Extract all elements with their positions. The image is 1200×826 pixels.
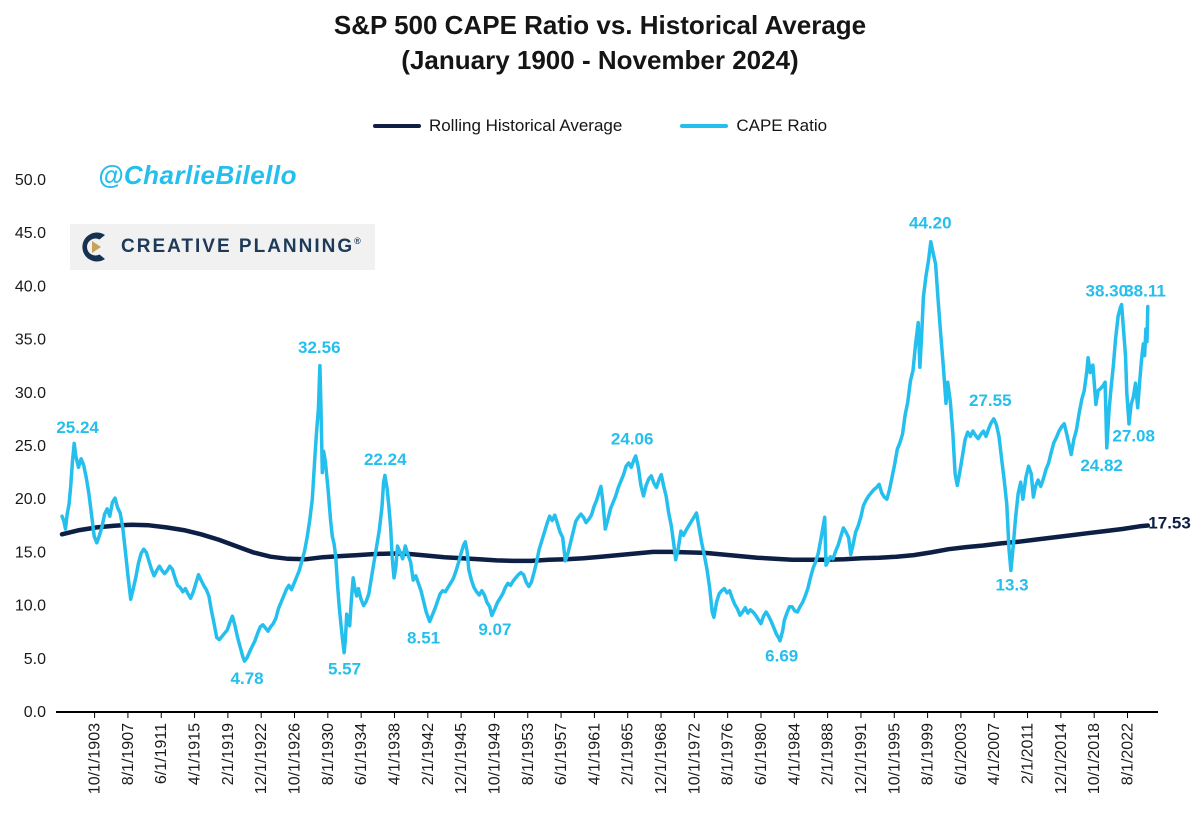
svg-text:6.69: 6.69 — [765, 647, 798, 666]
svg-text:30.0: 30.0 — [15, 385, 46, 402]
svg-text:9.07: 9.07 — [478, 620, 511, 639]
svg-text:27.08: 27.08 — [1112, 426, 1155, 445]
svg-text:50.0: 50.0 — [15, 172, 46, 189]
svg-text:45.0: 45.0 — [15, 225, 46, 242]
svg-text:8/1/1999: 8/1/1999 — [920, 723, 937, 785]
watermark-charliebilello: @CharlieBilello — [98, 160, 298, 190]
svg-text:4/1/2007: 4/1/2007 — [986, 723, 1003, 785]
creative-planning-logo-icon — [78, 230, 112, 264]
svg-text:6/1/1957: 6/1/1957 — [553, 723, 570, 785]
svg-text:6/1/2003: 6/1/2003 — [953, 723, 970, 785]
svg-text:10/1/1926: 10/1/1926 — [287, 723, 304, 794]
creative-planning-logo: CREATIVE PLANNING® — [70, 224, 375, 270]
svg-text:24.82: 24.82 — [1080, 456, 1123, 475]
svg-text:5.0: 5.0 — [24, 651, 46, 668]
svg-text:24.06: 24.06 — [611, 430, 654, 449]
svg-text:10/1/1949: 10/1/1949 — [486, 723, 503, 794]
svg-text:10/1/1903: 10/1/1903 — [87, 723, 104, 794]
svg-text:10/1/2018: 10/1/2018 — [1086, 723, 1103, 794]
svg-text:2/1/1988: 2/1/1988 — [820, 723, 837, 785]
svg-text:15.0: 15.0 — [15, 544, 46, 561]
svg-text:2/1/1942: 2/1/1942 — [420, 723, 437, 785]
svg-text:6/1/1934: 6/1/1934 — [353, 723, 370, 785]
svg-text:8/1/1976: 8/1/1976 — [720, 723, 737, 785]
svg-text:2/1/1919: 2/1/1919 — [220, 723, 237, 785]
svg-text:17.53: 17.53 — [1148, 514, 1191, 533]
svg-text:20.0: 20.0 — [15, 491, 46, 508]
svg-text:25.24: 25.24 — [56, 418, 99, 437]
svg-text:12/1/1968: 12/1/1968 — [653, 723, 670, 794]
svg-text:4/1/1938: 4/1/1938 — [386, 723, 403, 785]
svg-text:4/1/1915: 4/1/1915 — [187, 723, 204, 785]
svg-text:12/1/1922: 12/1/1922 — [253, 723, 270, 794]
svg-text:22.24: 22.24 — [364, 450, 407, 469]
svg-text:6/1/1980: 6/1/1980 — [753, 723, 770, 785]
svg-text:8/1/1953: 8/1/1953 — [520, 723, 537, 785]
svg-text:27.55: 27.55 — [969, 391, 1012, 410]
cape-ratio-line-swatch — [680, 124, 729, 128]
svg-text:38.30: 38.30 — [1086, 282, 1129, 301]
svg-text:4/1/1961: 4/1/1961 — [586, 723, 603, 785]
creative-planning-logo-text: CREATIVE PLANNING® — [121, 236, 363, 257]
svg-text:6/1/1911: 6/1/1911 — [153, 723, 170, 784]
svg-text:10.0: 10.0 — [15, 598, 46, 615]
svg-text:38.11: 38.11 — [1124, 282, 1166, 301]
svg-text:4/1/1984: 4/1/1984 — [786, 723, 803, 785]
chart-subtitle: (January 1900 - November 2024) — [401, 45, 799, 76]
svg-text:10/1/1972: 10/1/1972 — [686, 723, 703, 794]
chart-title-block: S&P 500 CAPE Ratio vs. Historical Averag… — [0, 8, 1200, 78]
svg-text:10/1/1995: 10/1/1995 — [886, 723, 903, 794]
svg-text:40.0: 40.0 — [15, 278, 46, 295]
svg-text:4.78: 4.78 — [231, 669, 264, 688]
svg-text:2/1/1965: 2/1/1965 — [620, 723, 637, 785]
svg-text:8/1/1930: 8/1/1930 — [320, 723, 337, 785]
svg-text:12/1/1945: 12/1/1945 — [453, 723, 470, 794]
svg-text:0.0: 0.0 — [24, 704, 46, 721]
legend: Rolling Historical Average CAPE Ratio — [0, 116, 1200, 136]
svg-text:12/1/1991: 12/1/1991 — [853, 723, 870, 794]
registered-trademark-symbol: ® — [354, 236, 363, 246]
svg-text:32.56: 32.56 — [298, 338, 341, 357]
svg-text:44.20: 44.20 — [909, 214, 952, 233]
svg-text:35.0: 35.0 — [15, 332, 46, 349]
rolling-average-line-swatch — [372, 124, 421, 128]
svg-text:8/1/1907: 8/1/1907 — [120, 723, 137, 785]
svg-text:8/1/2022: 8/1/2022 — [1120, 723, 1137, 785]
legend-cape-ratio-label: CAPE Ratio — [736, 116, 828, 135]
svg-text:5.57: 5.57 — [328, 659, 361, 678]
svg-text:25.0: 25.0 — [15, 438, 46, 455]
svg-text:8.51: 8.51 — [407, 629, 440, 648]
legend-rolling-average-label: Rolling Historical Average — [428, 116, 623, 135]
legend-item-cape-ratio: CAPE Ratio — [680, 116, 827, 136]
svg-text:12/1/2014: 12/1/2014 — [1053, 723, 1070, 794]
svg-text:13.3: 13.3 — [996, 575, 1029, 594]
chart-title: S&P 500 CAPE Ratio vs. Historical Averag… — [333, 10, 867, 40]
svg-text:2/1/2011: 2/1/2011 — [1020, 723, 1037, 784]
legend-item-rolling-average: Rolling Historical Average — [372, 116, 623, 136]
